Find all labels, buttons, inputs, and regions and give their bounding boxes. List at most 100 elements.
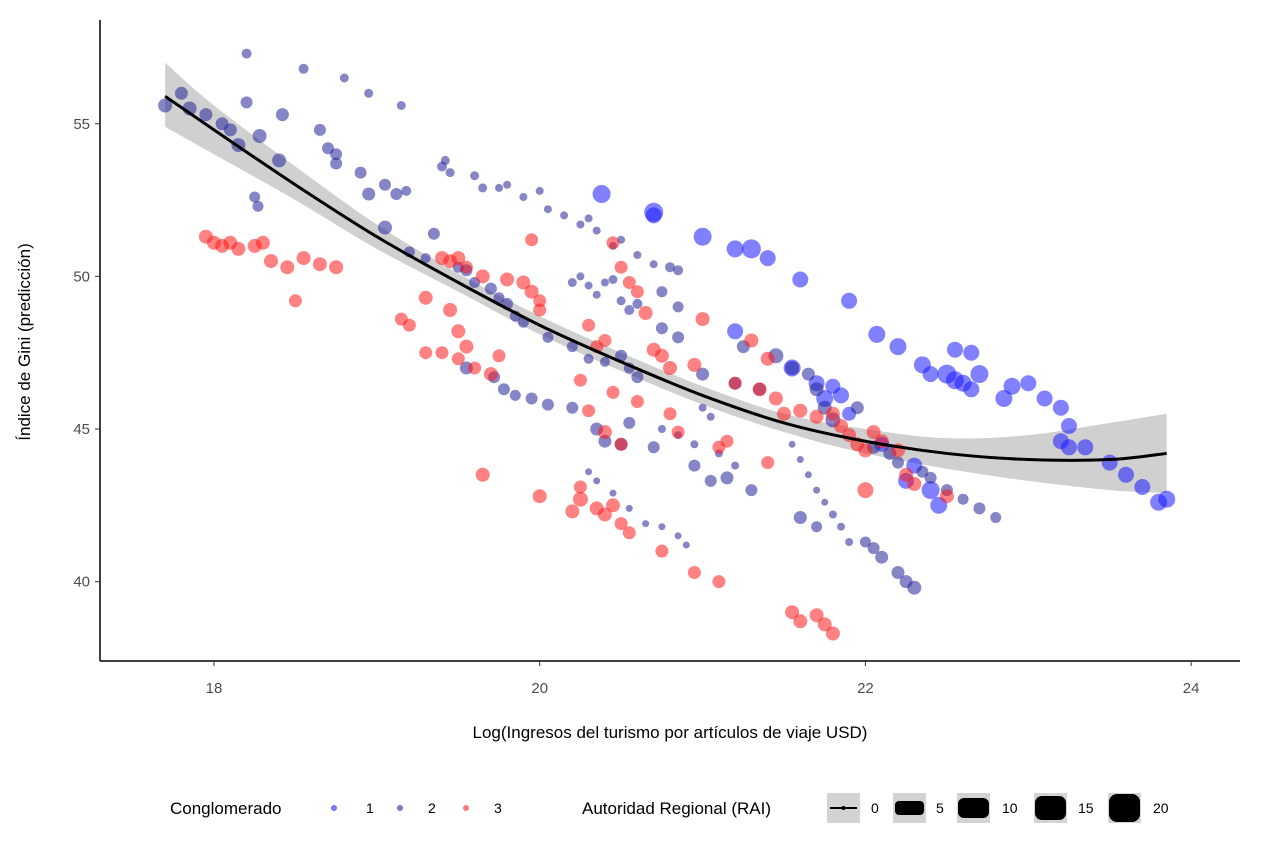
point-cluster-2 <box>592 290 601 299</box>
point-cluster-2 <box>543 205 552 214</box>
point-cluster-3 <box>418 290 433 305</box>
point-cluster-3 <box>598 334 612 347</box>
point-cluster-2 <box>682 541 690 549</box>
point-cluster-2 <box>706 412 715 421</box>
point-cluster-1 <box>841 292 858 309</box>
legend-color-key-2 <box>397 805 403 811</box>
point-cluster-3 <box>597 507 612 522</box>
legend-color-item-2: 2 <box>397 800 436 816</box>
legend-size-label-20: 20 <box>1153 800 1169 816</box>
x-axis-title: Log(Ingresos del turismo por artículos d… <box>473 723 868 742</box>
point-cluster-3 <box>296 251 311 266</box>
point-cluster-3 <box>597 425 612 440</box>
point-cluster-3 <box>451 352 465 366</box>
point-cluster-3 <box>817 617 832 632</box>
point-cluster-1 <box>759 250 776 267</box>
y-axis-title: Índice de Gini (predicción) <box>15 243 34 440</box>
legend-color-key-1 <box>331 805 337 811</box>
point-cluster-1 <box>970 365 989 384</box>
point-cluster-3 <box>671 425 685 439</box>
point-cluster-3 <box>572 491 588 507</box>
point-cluster-2 <box>624 305 635 315</box>
x-axis-ticks: 18 20 22 24 <box>206 661 1199 697</box>
fit-line <box>164 95 1167 462</box>
y-axis-ticks: 40 45 50 55 <box>73 116 100 591</box>
point-cluster-3 <box>712 575 726 589</box>
point-cluster-3 <box>793 614 808 629</box>
point-cluster-3 <box>419 346 433 360</box>
point-cluster-2 <box>892 456 904 469</box>
point-cluster-3 <box>525 233 539 247</box>
legend-color-label-3: 3 <box>494 800 502 816</box>
point-cluster-2 <box>859 536 871 548</box>
point-cluster-2 <box>585 468 593 476</box>
point-cluster-2 <box>199 108 213 122</box>
point-cluster-3 <box>752 382 767 397</box>
point-cluster-2 <box>916 465 929 478</box>
point-cluster-2 <box>470 171 480 181</box>
point-cluster-2 <box>364 88 374 98</box>
point-cluster-2 <box>354 166 367 179</box>
point-cluster-3 <box>939 489 954 504</box>
legend-color-key-3 <box>463 805 469 811</box>
point-cluster-3 <box>606 236 620 250</box>
point-cluster-2 <box>390 188 403 200</box>
point-cluster-3 <box>532 489 547 504</box>
point-cluster-3 <box>654 348 669 363</box>
point-cluster-3 <box>565 504 580 519</box>
point-cluster-2 <box>615 349 628 362</box>
point-cluster-2 <box>240 96 253 109</box>
legend-size-item-5: 5 <box>893 793 944 823</box>
point-cluster-3 <box>858 443 873 458</box>
point-cluster-2 <box>567 278 577 287</box>
legend-size-key-5 <box>895 801 924 815</box>
point-cluster-3 <box>606 498 620 513</box>
point-cluster-1 <box>592 185 611 203</box>
legend-color-label-2: 2 <box>428 800 436 816</box>
point-cluster-1 <box>947 341 963 358</box>
point-cluster-3 <box>907 477 922 491</box>
point-cluster-2 <box>497 383 510 396</box>
legend-size-title: Autoridad Regional (RAI) <box>582 799 771 818</box>
point-cluster-3 <box>500 272 515 287</box>
point-cluster-2 <box>672 301 684 313</box>
point-cluster-1 <box>1077 439 1094 456</box>
point-cluster-3 <box>280 260 295 275</box>
point-cluster-3 <box>329 260 344 275</box>
point-cluster-3 <box>630 285 644 299</box>
point-cluster-2 <box>223 123 237 137</box>
point-cluster-2 <box>560 211 569 220</box>
point-cluster-2 <box>623 416 636 429</box>
point-cluster-2 <box>850 401 864 415</box>
point-cluster-2 <box>837 522 845 531</box>
y-tick-label: 45 <box>73 421 90 438</box>
legend: Conglomerado 1 2 3 Autoridad Regional (R… <box>170 793 1169 823</box>
point-cluster-3 <box>793 403 808 418</box>
points-layer <box>158 48 1176 641</box>
point-cluster-3 <box>524 284 539 299</box>
point-cluster-3 <box>435 346 449 360</box>
point-cluster-1 <box>1003 377 1021 395</box>
legend-size-key-15 <box>1035 796 1066 820</box>
point-cluster-2 <box>396 101 406 110</box>
point-cluster-3 <box>231 241 246 256</box>
point-cluster-2 <box>801 367 815 381</box>
point-cluster-3 <box>744 333 759 348</box>
point-cluster-3 <box>687 566 701 579</box>
point-cluster-1 <box>792 271 809 288</box>
point-cluster-2 <box>731 461 740 470</box>
point-cluster-3 <box>857 482 874 499</box>
point-cluster-3 <box>768 391 783 406</box>
point-cluster-3 <box>533 303 547 317</box>
legend-color-item-3: 3 <box>463 800 502 816</box>
point-cluster-2 <box>809 382 824 397</box>
point-cluster-2 <box>811 521 823 533</box>
point-cluster-3 <box>606 385 620 399</box>
point-cluster-2 <box>625 504 633 512</box>
point-cluster-2 <box>656 286 668 298</box>
point-cluster-3 <box>614 260 628 274</box>
point-cluster-2 <box>158 98 173 113</box>
point-cluster-2 <box>821 498 829 506</box>
point-cluster-1 <box>1158 490 1176 508</box>
point-cluster-3 <box>825 406 840 421</box>
